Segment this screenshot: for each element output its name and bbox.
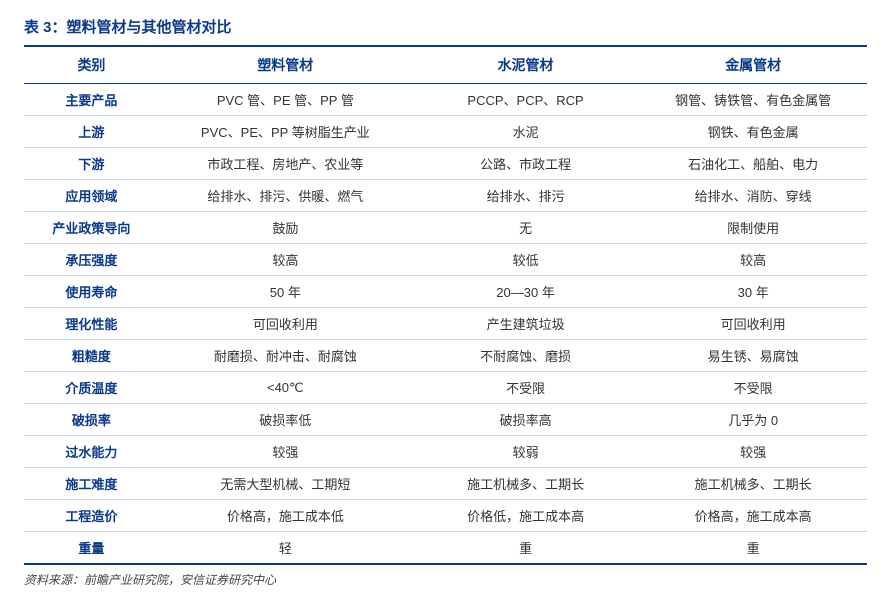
table-cell: 重 <box>639 532 867 565</box>
table-row: 施工难度无需大型机械、工期短施工机械多、工期长施工机械多、工期长 <box>24 468 867 500</box>
table-cell: 给排水、消防、穿线 <box>639 180 867 212</box>
table-row: 应用领域给排水、排污、供暖、燃气给排水、排污给排水、消防、穿线 <box>24 180 867 212</box>
table-row: 承压强度较高较低较高 <box>24 244 867 276</box>
table-row: 过水能力较强较弱较强 <box>24 436 867 468</box>
row-label: 工程造价 <box>24 500 159 532</box>
row-label: 粗糙度 <box>24 340 159 372</box>
table-cell: 50 年 <box>159 276 412 308</box>
table-row: 粗糙度耐磨损、耐冲击、耐腐蚀不耐腐蚀、磨损易生锈、易腐蚀 <box>24 340 867 372</box>
comparison-table: 类别 塑料管材 水泥管材 金属管材 主要产品PVC 管、PE 管、PP 管PCC… <box>24 45 867 565</box>
row-label: 破损率 <box>24 404 159 436</box>
table-row: 重量轻重重 <box>24 532 867 565</box>
table-cell: 几乎为 0 <box>639 404 867 436</box>
table-cell: 钢管、铸铁管、有色金属管 <box>639 84 867 116</box>
table-cell: 较强 <box>159 436 412 468</box>
table-cell: 较高 <box>639 244 867 276</box>
table-cell: 施工机械多、工期长 <box>412 468 640 500</box>
table-cell: 公路、市政工程 <box>412 148 640 180</box>
table-cell: 限制使用 <box>639 212 867 244</box>
table-cell: 可回收利用 <box>639 308 867 340</box>
table-row: 破损率破损率低破损率高几乎为 0 <box>24 404 867 436</box>
table-row: 介质温度<40℃不受限不受限 <box>24 372 867 404</box>
table-row: 下游市政工程、房地产、农业等公路、市政工程石油化工、船舶、电力 <box>24 148 867 180</box>
table-cell: 易生锈、易腐蚀 <box>639 340 867 372</box>
table-cell: 水泥 <box>412 116 640 148</box>
table-row: 主要产品PVC 管、PE 管、PP 管PCCP、PCP、RCP钢管、铸铁管、有色… <box>24 84 867 116</box>
table-row: 产业政策导向鼓励无限制使用 <box>24 212 867 244</box>
header-plastic: 塑料管材 <box>159 46 412 84</box>
table-cell: 不耐腐蚀、磨损 <box>412 340 640 372</box>
table-cell: 较强 <box>639 436 867 468</box>
table-cell: 不受限 <box>412 372 640 404</box>
table-cell: 无需大型机械、工期短 <box>159 468 412 500</box>
row-label: 上游 <box>24 116 159 148</box>
table-cell: 给排水、排污、供暖、燃气 <box>159 180 412 212</box>
row-label: 主要产品 <box>24 84 159 116</box>
table-cell: 不受限 <box>639 372 867 404</box>
row-label: 理化性能 <box>24 308 159 340</box>
header-metal: 金属管材 <box>639 46 867 84</box>
header-cement: 水泥管材 <box>412 46 640 84</box>
table-cell: 价格高，施工成本高 <box>639 500 867 532</box>
table-row: 使用寿命50 年20—30 年30 年 <box>24 276 867 308</box>
table-header-row: 类别 塑料管材 水泥管材 金属管材 <box>24 46 867 84</box>
row-label: 应用领域 <box>24 180 159 212</box>
table-cell: PVC、PE、PP 等树脂生产业 <box>159 116 412 148</box>
table-cell: PVC 管、PE 管、PP 管 <box>159 84 412 116</box>
table-cell: 30 年 <box>639 276 867 308</box>
table-cell: 20—30 年 <box>412 276 640 308</box>
table-row: 理化性能可回收利用产生建筑垃圾可回收利用 <box>24 308 867 340</box>
table-cell: 给排水、排污 <box>412 180 640 212</box>
table-cell: 无 <box>412 212 640 244</box>
row-label: 过水能力 <box>24 436 159 468</box>
row-label: 施工难度 <box>24 468 159 500</box>
table-cell: 破损率高 <box>412 404 640 436</box>
row-label: 介质温度 <box>24 372 159 404</box>
header-category: 类别 <box>24 46 159 84</box>
table-cell: 较高 <box>159 244 412 276</box>
table-cell: 鼓励 <box>159 212 412 244</box>
source-note: 资料来源：前瞻产业研究院，安信证券研究中心 <box>24 571 867 588</box>
table-cell: 市政工程、房地产、农业等 <box>159 148 412 180</box>
row-label: 产业政策导向 <box>24 212 159 244</box>
table-row: 工程造价价格高，施工成本低价格低，施工成本高价格高，施工成本高 <box>24 500 867 532</box>
table-cell: 施工机械多、工期长 <box>639 468 867 500</box>
row-label: 下游 <box>24 148 159 180</box>
table-cell: 破损率低 <box>159 404 412 436</box>
table-cell: 重 <box>412 532 640 565</box>
row-label: 使用寿命 <box>24 276 159 308</box>
table-cell: 轻 <box>159 532 412 565</box>
table-cell: <40℃ <box>159 372 412 404</box>
row-label: 重量 <box>24 532 159 565</box>
table-cell: 较低 <box>412 244 640 276</box>
table-cell: 价格低，施工成本高 <box>412 500 640 532</box>
row-label: 承压强度 <box>24 244 159 276</box>
table-cell: PCCP、PCP、RCP <box>412 84 640 116</box>
table-cell: 钢铁、有色金属 <box>639 116 867 148</box>
table-title: 表 3：塑料管材与其他管材对比 <box>24 16 867 37</box>
table-cell: 石油化工、船舶、电力 <box>639 148 867 180</box>
table-cell: 可回收利用 <box>159 308 412 340</box>
table-cell: 较弱 <box>412 436 640 468</box>
table-cell: 价格高，施工成本低 <box>159 500 412 532</box>
table-row: 上游PVC、PE、PP 等树脂生产业水泥钢铁、有色金属 <box>24 116 867 148</box>
table-cell: 耐磨损、耐冲击、耐腐蚀 <box>159 340 412 372</box>
table-cell: 产生建筑垃圾 <box>412 308 640 340</box>
